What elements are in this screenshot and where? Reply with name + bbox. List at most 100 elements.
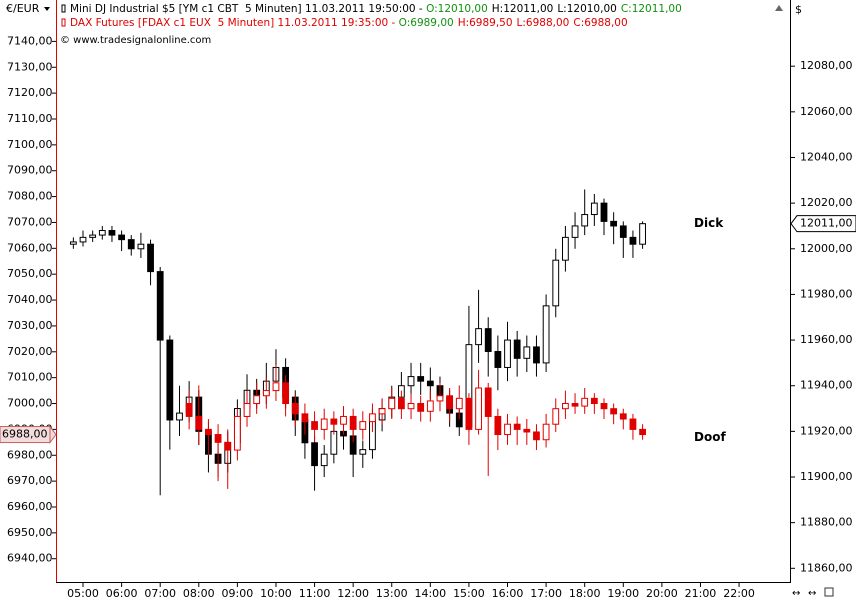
candle-body: [465, 397, 473, 430]
y-tick-label: 7130,00: [7, 60, 53, 73]
candle-body: [205, 428, 212, 436]
scroll-up[interactable]: [775, 5, 783, 11]
candle-body: [147, 243, 154, 273]
y2-tick-label: 12080,00: [800, 59, 853, 72]
y-tick-label: 6980,00: [7, 448, 53, 461]
legend-quote: H:6989,50: [458, 17, 513, 29]
candle-body: [272, 382, 280, 392]
y2-tick-label: 11980,00: [800, 287, 853, 300]
y2-tick-label: 12040,00: [800, 150, 853, 163]
legend-name: Mini DJ Industrial $5 [YM c1 CBT 5 Minut…: [70, 3, 426, 15]
candle-body: [629, 418, 637, 430]
legend-quote: C:12011,00: [621, 3, 682, 15]
x-tick-label: 08:00: [183, 587, 215, 600]
legend-icon: [61, 18, 66, 27]
candle-body: [639, 428, 646, 436]
candle-body: [426, 380, 434, 387]
candle-body: [185, 403, 193, 417]
candle-body: [484, 387, 492, 417]
candle-body: [359, 421, 367, 430]
candle-body: [262, 390, 270, 397]
candle-body: [311, 442, 318, 467]
legend-name: DAX Futures [FDAX c1 EUX 5 Minuten] 11.0…: [70, 17, 399, 29]
candle-body: [542, 423, 550, 441]
candle-body: [127, 239, 135, 250]
y2-tick-label: 12020,00: [800, 196, 853, 209]
x-tick-label: 14:00: [414, 587, 446, 600]
series-annotation: Doof: [694, 430, 726, 444]
candle-body: [600, 403, 608, 410]
candle-body: [79, 236, 87, 243]
nav-icons[interactable]: ↔ ↔: [792, 587, 834, 599]
candle-body: [282, 382, 290, 405]
candle-body: [562, 403, 569, 410]
y-tick-label: 6960,00: [7, 500, 53, 513]
candle-body: [513, 339, 521, 359]
x-tick-label: 11:00: [299, 587, 331, 600]
candle-body: [581, 214, 589, 227]
candle-body: [118, 234, 125, 241]
y-tick-label: 7060,00: [7, 241, 53, 254]
candle-body: [523, 346, 531, 359]
candle-body: [542, 305, 550, 364]
candle-body: [552, 408, 560, 425]
candle-body: [137, 243, 145, 250]
legend-quote: H:12011,00: [492, 3, 554, 15]
y-tick-label: 7100,00: [7, 138, 53, 151]
candle-body: [417, 376, 425, 382]
svg-text:↔: ↔: [808, 588, 816, 599]
x-tick-label: 06:00: [106, 587, 138, 600]
legend-quote: O:12010,00: [426, 3, 488, 15]
y-tick-label: 7120,00: [7, 86, 53, 99]
candle-body: [619, 413, 627, 420]
y-tick-label: 7010,00: [7, 371, 53, 384]
candle-body: [330, 418, 338, 425]
candle-body: [98, 230, 106, 236]
x-tick-label: 15:00: [453, 587, 485, 600]
last-value-pointer: [49, 425, 57, 445]
candle-body: [253, 395, 261, 405]
candle-body: [581, 397, 589, 407]
legend-entry: DAX Futures [FDAX c1 EUX 5 Minuten] 11.0…: [70, 17, 628, 29]
y2-tick-label: 11900,00: [800, 470, 853, 483]
candle-body: [349, 415, 357, 430]
y-tick-label: 7090,00: [7, 164, 53, 177]
x-tick-label: 07:00: [144, 587, 176, 600]
y2-tick-label: 11920,00: [800, 424, 853, 437]
candle-body: [214, 434, 222, 443]
candle-body: [176, 412, 183, 421]
copyright: © www.tradesignalonline.com: [60, 35, 211, 46]
legend-icon: [61, 4, 66, 13]
y-tick-label: 7050,00: [7, 267, 53, 280]
candle-body: [590, 397, 598, 405]
x-tick-label: 05:00: [67, 587, 99, 600]
candle-body: [320, 418, 328, 430]
legend-quote: C:6988,00: [573, 17, 627, 29]
y-tick-label: 7000,00: [7, 397, 53, 410]
candle-body: [523, 428, 531, 433]
candle-body: [552, 259, 560, 307]
candle-body: [108, 230, 116, 236]
y-tick-label: 7040,00: [7, 293, 53, 306]
candle-body: [330, 430, 338, 455]
candle-body: [562, 236, 569, 261]
candle-body: [417, 403, 425, 412]
candle-body: [446, 395, 454, 410]
candle-body: [619, 225, 627, 238]
y-tick-label: 7070,00: [7, 215, 53, 228]
legend-quote: L:12010,00: [557, 3, 617, 15]
dropdown-arrow[interactable]: [44, 7, 50, 11]
y-tick-label: 7080,00: [7, 190, 53, 203]
candle-body: [600, 202, 608, 222]
candle-body: [610, 408, 618, 415]
series-annotation: Dick: [694, 216, 724, 230]
candle-body: [571, 403, 579, 407]
candle-body: [166, 339, 174, 421]
candle-body: [378, 408, 386, 415]
candle-body: [233, 415, 241, 451]
candle-body: [397, 397, 405, 410]
candle-body: [224, 441, 232, 451]
candle-body: [475, 328, 482, 346]
y2-tick-label: 12060,00: [800, 105, 853, 118]
